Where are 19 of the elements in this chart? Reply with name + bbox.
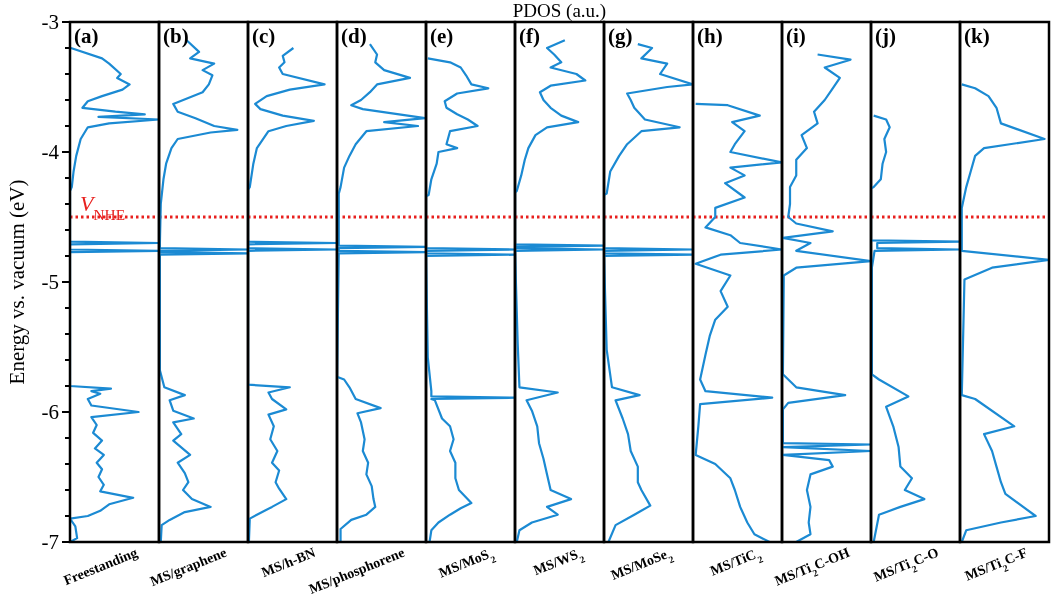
y-tick-label: -5 (41, 270, 59, 295)
text: PDOS (a.u.) (512, 0, 607, 22)
y-tick-label: -7 (41, 530, 59, 555)
chart-title: (f) (519, 24, 540, 48)
chart-title: (a) (74, 24, 99, 48)
y-axis-title: Energy vs. vacuum (eV) (5, 179, 29, 385)
chart-title: (d) (341, 24, 367, 48)
chart-title: (c) (252, 24, 276, 48)
y-tick-label: -4 (41, 140, 60, 165)
chart-title: (j) (875, 24, 896, 48)
y-tick-label: -6 (41, 400, 59, 425)
chart-title: (g) (608, 24, 633, 48)
chart-title: (k) (964, 24, 990, 48)
ref-line-label: V$_{NHE}$ (80, 191, 126, 223)
y-tick-label: -3 (41, 10, 59, 35)
chart-title: (i) (786, 24, 806, 48)
chart-title: (b) (163, 24, 189, 48)
chart-title: (h) (697, 24, 723, 48)
chart-title: (e) (430, 24, 454, 48)
